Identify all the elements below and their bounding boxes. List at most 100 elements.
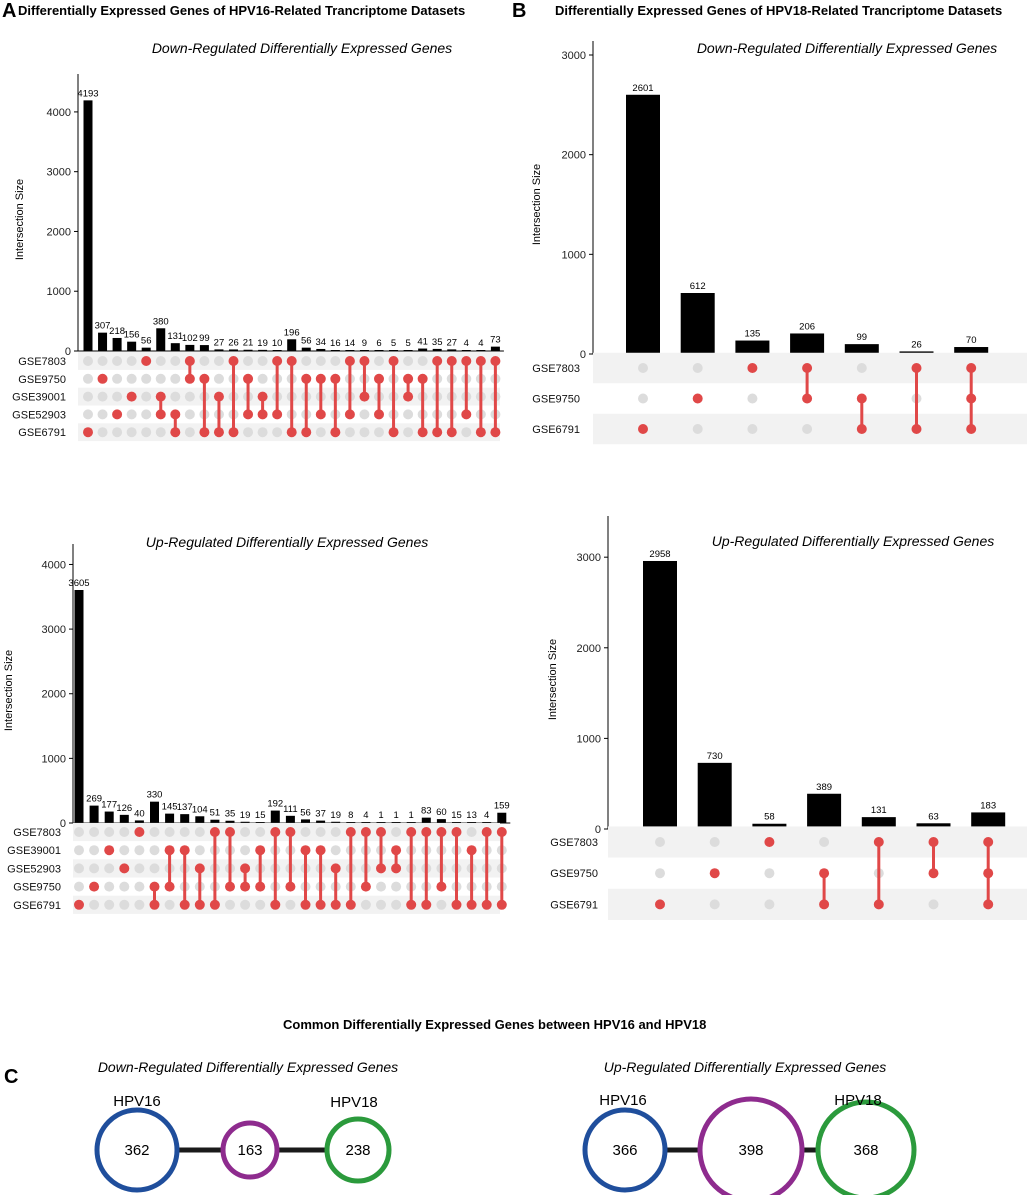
matrix-dot-active xyxy=(638,424,648,434)
matrix-dot-inactive xyxy=(104,827,115,837)
panel-c-title: Common Differentially Expressed Genes be… xyxy=(283,1017,707,1032)
matrix-dot-inactive xyxy=(213,356,224,366)
hpv16-circle xyxy=(582,1107,668,1193)
matrix-dot-active xyxy=(225,881,235,892)
matrix-dot-inactive xyxy=(97,409,108,420)
matrix-dot-inactive xyxy=(928,899,939,910)
set-label: GSE9750 xyxy=(18,374,66,386)
matrix-dot-active xyxy=(330,373,341,384)
matrix-dot-inactive xyxy=(359,427,370,438)
matrix-dot-inactive xyxy=(391,827,402,837)
set-label: GSE52903 xyxy=(12,409,66,421)
y-tick-label: 2000 xyxy=(47,226,71,238)
matrix-dot-active xyxy=(391,863,402,874)
matrix-dot-active xyxy=(655,899,665,910)
bar-value-label: 730 xyxy=(707,751,723,762)
y-tick-label: 4000 xyxy=(47,107,71,119)
upset-B_down: Down-Regulated Differentially Expressed … xyxy=(531,40,1027,445)
bar-value-label: 145 xyxy=(162,802,178,813)
bar-value-label: 15 xyxy=(451,810,462,821)
matrix-dot-inactive xyxy=(179,827,190,837)
matrix-dot-inactive xyxy=(89,827,100,837)
bar-value-label: 63 xyxy=(928,811,939,822)
y-tick-label: 3000 xyxy=(47,167,71,179)
bar xyxy=(467,822,477,823)
matrix-dot-inactive xyxy=(391,881,402,892)
matrix-dot-active xyxy=(286,356,297,366)
matrix-dot-active xyxy=(104,845,115,856)
matrix-dot-active xyxy=(344,409,355,420)
matrix-dot-active xyxy=(983,837,994,847)
bar xyxy=(389,350,399,351)
matrix-dot-active xyxy=(330,427,341,438)
y-tick-label: 1000 xyxy=(42,753,66,765)
matrix-dot-active xyxy=(481,827,492,837)
y-tick-label: 2000 xyxy=(577,643,601,655)
bar-value-label: 269 xyxy=(86,794,102,805)
set-label: GSE6791 xyxy=(13,900,61,912)
matrix-dot-inactive xyxy=(112,391,123,402)
matrix-dot-inactive xyxy=(89,845,100,856)
matrix-dot-active xyxy=(421,827,432,837)
bar xyxy=(225,820,235,823)
matrix-dot-active xyxy=(374,409,384,420)
panel-a-title: Differentially Expressed Genes of HPV16-… xyxy=(18,3,466,18)
bar-value-label: 56 xyxy=(301,336,312,347)
bar xyxy=(112,337,122,351)
matrix-row-stripe xyxy=(608,888,1027,920)
bar-value-label: 37 xyxy=(315,809,326,820)
matrix-dot-inactive xyxy=(119,899,130,910)
bar xyxy=(74,589,84,823)
bar xyxy=(258,349,268,351)
bar xyxy=(391,822,401,823)
bar-value-label: 26 xyxy=(228,337,239,348)
matrix-dot-inactive xyxy=(819,837,830,847)
matrix-dot-active xyxy=(170,427,181,438)
bar xyxy=(119,814,129,823)
matrix-dot-active xyxy=(819,868,830,879)
bar xyxy=(301,819,310,823)
matrix-dot-active xyxy=(315,845,326,856)
matrix-dot-active xyxy=(709,868,720,879)
matrix-dot-inactive xyxy=(126,373,137,384)
matrix-dot-inactive xyxy=(240,827,251,837)
matrix-dot-active xyxy=(403,373,414,384)
bar xyxy=(255,822,265,823)
matrix-dot-active xyxy=(213,427,224,438)
matrix-dot-active xyxy=(359,391,370,402)
matrix-dot-active xyxy=(134,827,145,837)
hpv16-count: 366 xyxy=(612,1142,637,1159)
bar-value-label: 135 xyxy=(744,329,760,340)
matrix-dot-active xyxy=(475,356,486,366)
bar xyxy=(89,805,99,823)
matrix-dot-active xyxy=(240,863,251,874)
hpv16-circle xyxy=(94,1107,180,1193)
matrix-dot-active xyxy=(983,899,994,910)
matrix-dot-inactive xyxy=(403,427,414,438)
matrix-dot-inactive xyxy=(240,899,251,910)
bar-value-label: 6 xyxy=(376,338,381,349)
matrix-dot-inactive xyxy=(225,899,235,910)
set-label: GSE9750 xyxy=(532,394,580,406)
bar xyxy=(752,823,787,829)
set-label: GSE52903 xyxy=(7,863,61,875)
matrix-dot-active xyxy=(983,868,994,879)
matrix-dot-inactive xyxy=(764,868,775,879)
matrix-dot-inactive xyxy=(74,845,84,856)
matrix-dot-active xyxy=(243,409,254,420)
matrix-dot-active xyxy=(155,409,166,420)
bar xyxy=(270,810,280,823)
y-axis-label: Intersection Size xyxy=(547,639,559,720)
matrix-dot-active xyxy=(461,356,472,366)
matrix-dot-active xyxy=(179,845,190,856)
matrix-dot-active xyxy=(490,427,501,438)
bar xyxy=(285,815,295,823)
common-count: 398 xyxy=(738,1142,763,1159)
matrix-dot-inactive xyxy=(155,373,166,384)
matrix-dot-active xyxy=(194,899,205,910)
matrix-dot-inactive xyxy=(272,427,283,438)
matrix-dot-inactive xyxy=(692,424,703,434)
matrix-dot-active xyxy=(856,424,867,434)
matrix-dot-inactive xyxy=(119,845,130,856)
bar-value-label: 5 xyxy=(391,338,396,349)
